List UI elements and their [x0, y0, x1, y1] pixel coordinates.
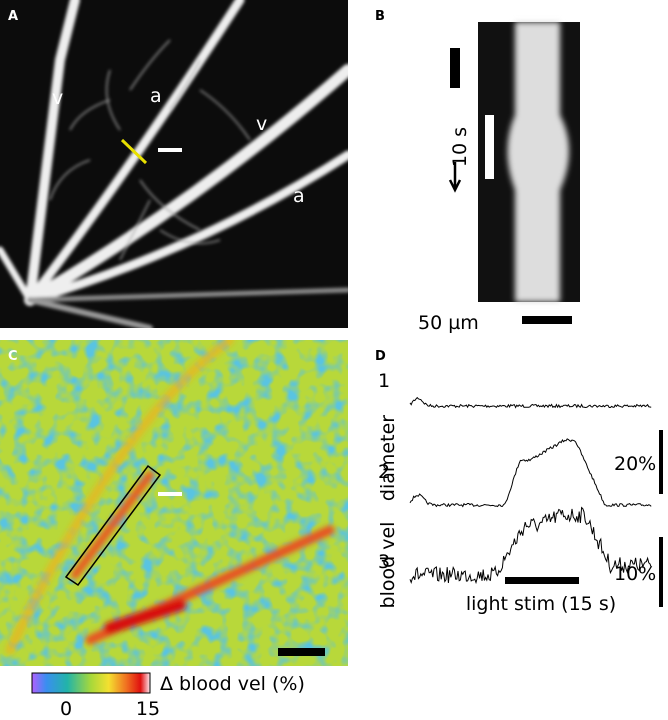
scale-label: 10%: [614, 563, 656, 585]
scale-bar: [450, 48, 460, 88]
scale-bar: [659, 537, 663, 607]
trace-number: 3: [378, 551, 390, 573]
scale-label: 20%: [614, 453, 656, 475]
vessel-label: a: [293, 185, 305, 207]
vessel-label: a: [150, 85, 162, 107]
axis-label: diameter: [377, 415, 399, 501]
scale-bar: [659, 430, 663, 494]
panel-label: C: [8, 349, 18, 364]
trace: [409, 506, 652, 585]
colorbar-title: Δ blood vel (%): [160, 673, 305, 695]
traces: [409, 396, 652, 585]
time-scale-label: 10 s: [449, 127, 471, 167]
colorbar-tick: 15: [136, 698, 160, 720]
trace: [409, 438, 652, 508]
panel-label: B: [375, 9, 385, 24]
panel-label: D: [375, 349, 386, 364]
stim-bar: [505, 577, 579, 584]
trace: [409, 396, 652, 409]
trace-number: 2: [378, 461, 390, 483]
velocity-map: [0, 340, 348, 666]
vessel-label: v: [52, 87, 63, 109]
trace-number: 1: [378, 370, 390, 392]
colorbar: [31, 672, 151, 694]
length-scale-label: 50 µm: [418, 312, 479, 334]
colorbar-tick: 0: [60, 698, 72, 720]
panel-label: A: [8, 9, 18, 24]
angiogram: [0, 0, 348, 328]
vessel-label: v: [256, 113, 267, 135]
kymograph: [478, 22, 580, 302]
stim-label: light stim (15 s): [466, 593, 616, 615]
axis-label: blood vel: [377, 522, 399, 609]
scale-bar: [522, 316, 572, 324]
